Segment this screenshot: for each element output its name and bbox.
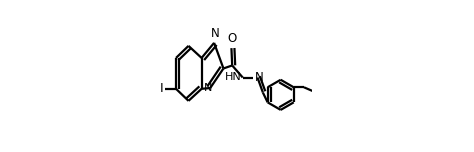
- Text: HN: HN: [225, 72, 242, 82]
- Text: I: I: [160, 82, 164, 95]
- Text: N: N: [203, 83, 212, 93]
- Text: O: O: [227, 32, 237, 45]
- Text: N: N: [210, 27, 219, 40]
- Text: N: N: [255, 71, 264, 84]
